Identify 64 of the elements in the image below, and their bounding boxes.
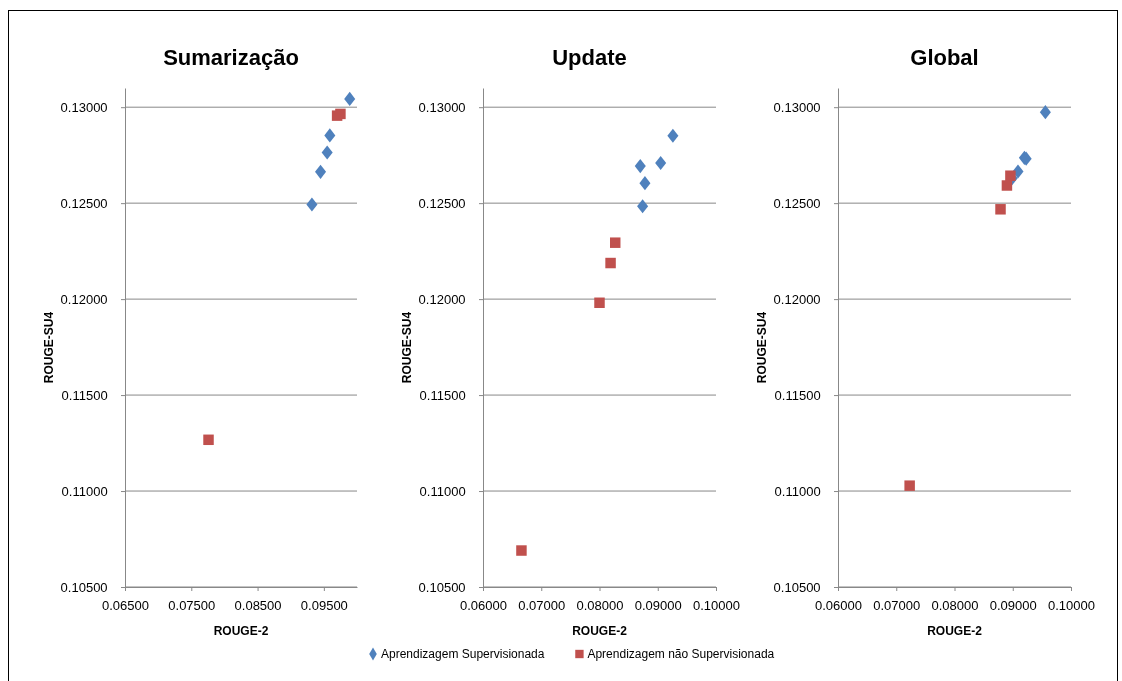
y-axis-title: ROUGE-SU4 [42, 311, 56, 384]
x-tick-label: 0.07000 [873, 597, 921, 613]
point [1001, 180, 1013, 191]
x-tick-label: 0.08000 [931, 597, 979, 613]
y-tick-label: 0.10500 [60, 579, 108, 595]
y-tick-label: 0.12500 [418, 195, 466, 211]
y-axis-title: ROUGE-SU4 [400, 311, 414, 384]
x-axis-title: ROUGE-2 [572, 624, 628, 638]
x-tick-label: 0.06000 [460, 597, 507, 613]
y-tick-label: 0.13000 [418, 99, 466, 115]
legend-label: Aprendizagem não Supervisionada [587, 647, 775, 661]
y-tick-label: 0.11500 [419, 387, 466, 403]
x-tick-label: 0.08500 [234, 597, 282, 613]
point [667, 128, 679, 143]
y-tick-label: 0.12000 [60, 291, 108, 307]
point [324, 128, 336, 143]
x-tick-label: 0.09000 [634, 597, 682, 613]
y-tick-label: 0.11000 [61, 483, 108, 499]
point [594, 297, 605, 309]
point [655, 155, 667, 171]
x-tick-label: 0.10000 [693, 597, 740, 613]
x-axis-title: ROUGE-2 [213, 624, 269, 638]
point [321, 145, 333, 160]
point [344, 91, 356, 107]
y-tick-label: 0.12500 [60, 195, 108, 211]
point [904, 480, 915, 491]
y-tick-label: 0.12500 [773, 195, 821, 211]
point [203, 434, 214, 446]
x-axis-title: ROUGE-2 [927, 624, 983, 638]
y-tick-label: 0.11500 [774, 387, 821, 403]
y-tick-label: 0.10500 [418, 579, 466, 595]
y-tick-label: 0.11000 [774, 483, 821, 499]
x-tick-label: 0.09000 [989, 597, 1037, 613]
point [639, 176, 651, 191]
x-tick-label: 0.10000 [1048, 597, 1095, 613]
x-tick-label: 0.07500 [168, 597, 216, 613]
y-axis-title: ROUGE-SU4 [755, 311, 769, 384]
point [637, 199, 649, 214]
y-tick-label: 0.11500 [61, 387, 108, 403]
point [995, 204, 1006, 215]
point [605, 257, 616, 269]
y-tick-label: 0.10500 [773, 579, 821, 595]
y-tick-label: 0.13000 [773, 99, 821, 115]
point [1039, 105, 1051, 120]
point [609, 237, 621, 248]
x-tick-label: 0.06000 [815, 597, 862, 613]
x-tick-label: 0.08000 [576, 597, 624, 613]
y-tick-label: 0.12000 [418, 291, 466, 307]
point [315, 164, 327, 179]
y-tick-label: 0.13000 [60, 99, 108, 115]
point [306, 197, 318, 212]
y-tick-label: 0.11000 [419, 483, 466, 499]
x-tick-label: 0.09500 [300, 597, 348, 613]
chart-title: Global [910, 45, 979, 70]
chart-title: Sumarização [163, 45, 299, 70]
x-tick-label: 0.07000 [518, 597, 566, 613]
legend-label: Aprendizagem Supervisionada [381, 647, 545, 661]
point [1005, 170, 1016, 181]
chart-title: Update [552, 45, 627, 70]
y-tick-label: 0.12000 [773, 291, 821, 307]
x-tick-label: 0.06500 [102, 597, 149, 613]
point [634, 159, 646, 174]
point [516, 545, 527, 556]
point [335, 108, 346, 120]
